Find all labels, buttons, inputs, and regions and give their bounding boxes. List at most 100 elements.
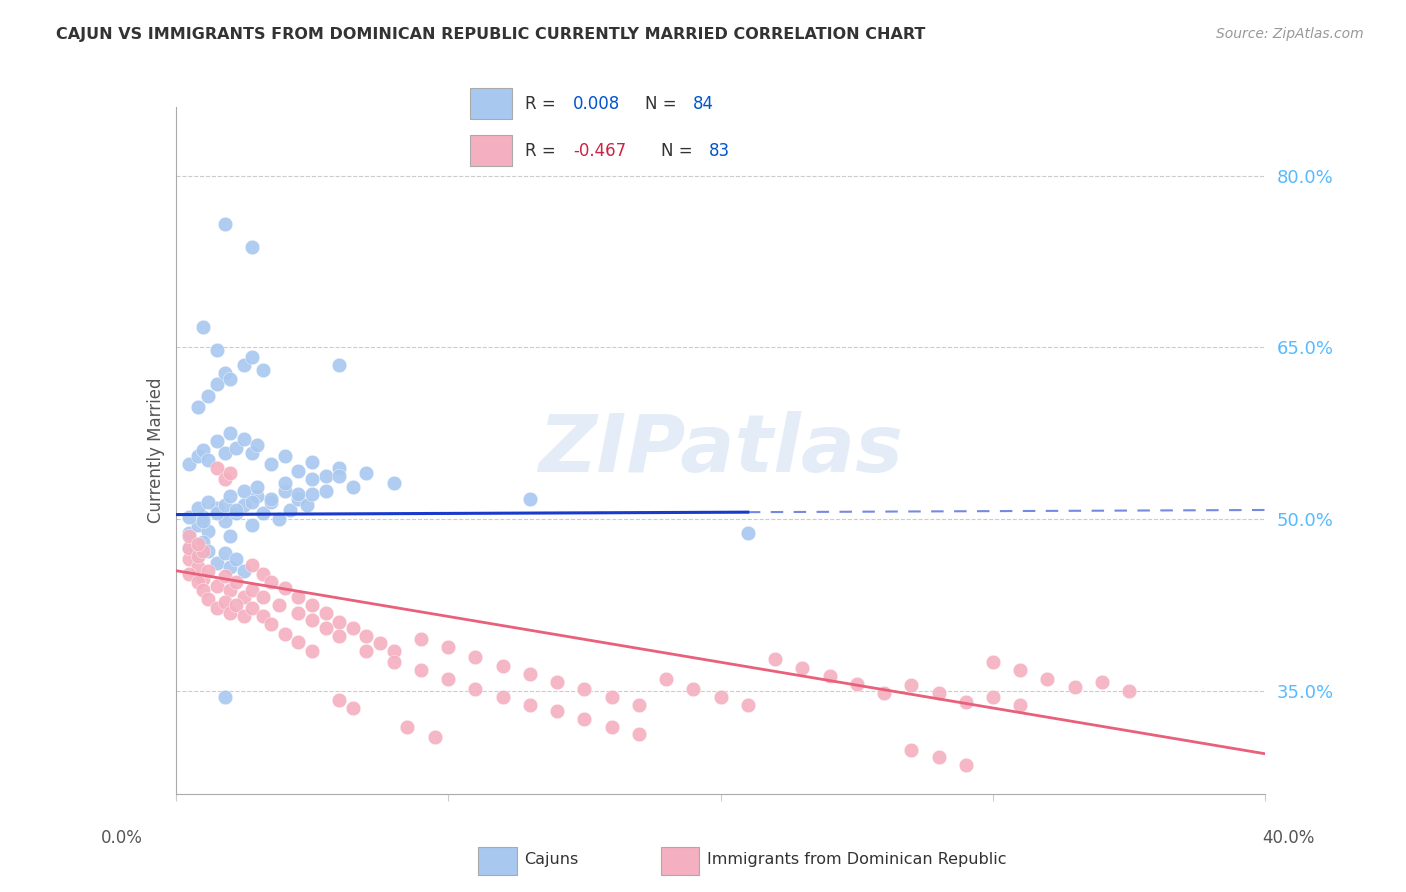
Point — [274, 581, 297, 595]
Point — [955, 758, 977, 772]
Point — [205, 578, 228, 592]
Point — [1036, 673, 1059, 687]
Point — [627, 698, 650, 712]
Point — [197, 544, 219, 558]
Point — [232, 358, 254, 372]
Point — [179, 529, 201, 543]
Point — [205, 601, 228, 615]
Point — [186, 537, 209, 551]
Point — [191, 509, 214, 524]
Point — [274, 449, 297, 463]
Point — [328, 629, 350, 643]
Point — [928, 750, 950, 764]
Point — [315, 621, 337, 635]
Point — [763, 652, 786, 666]
Point — [179, 541, 201, 555]
Point — [356, 629, 378, 643]
Point — [225, 503, 247, 517]
Point — [179, 552, 201, 566]
Point — [240, 350, 263, 364]
Point — [240, 495, 263, 509]
Point — [214, 690, 236, 704]
Point — [792, 661, 814, 675]
Point — [252, 590, 274, 604]
Point — [179, 457, 201, 471]
Point — [205, 377, 228, 392]
Point — [179, 509, 201, 524]
Point — [301, 455, 323, 469]
Point — [287, 491, 309, 506]
Point — [205, 500, 228, 515]
Point — [252, 363, 274, 377]
Point — [519, 491, 541, 506]
Point — [214, 546, 236, 561]
Point — [186, 560, 209, 574]
Point — [232, 432, 254, 446]
FancyBboxPatch shape — [478, 847, 517, 875]
Point — [368, 636, 391, 650]
Point — [225, 575, 247, 590]
Point — [179, 567, 201, 582]
Y-axis label: Currently Married: Currently Married — [146, 377, 165, 524]
Text: ZIPatlas: ZIPatlas — [538, 411, 903, 490]
Point — [437, 673, 460, 687]
Point — [278, 503, 301, 517]
Point — [260, 575, 283, 590]
Point — [546, 674, 568, 689]
Point — [900, 678, 922, 692]
Point — [260, 491, 283, 506]
Point — [214, 446, 236, 460]
Point — [737, 698, 759, 712]
Point — [274, 626, 297, 640]
Point — [1010, 698, 1032, 712]
Point — [186, 449, 209, 463]
Point — [981, 655, 1004, 669]
Point — [274, 475, 297, 490]
Text: CAJUN VS IMMIGRANTS FROM DOMINICAN REPUBLIC CURRENTLY MARRIED CORRELATION CHART: CAJUN VS IMMIGRANTS FROM DOMINICAN REPUB… — [56, 27, 925, 42]
Text: 0.0%: 0.0% — [101, 829, 143, 847]
Text: 0.008: 0.008 — [574, 95, 620, 112]
Point — [423, 730, 446, 744]
Point — [191, 319, 214, 334]
Point — [191, 515, 214, 529]
Point — [232, 564, 254, 578]
Point — [546, 705, 568, 719]
Point — [1091, 674, 1114, 689]
Point — [191, 544, 214, 558]
Point — [682, 681, 704, 696]
Point — [219, 583, 242, 598]
Text: 83: 83 — [709, 142, 730, 160]
Point — [219, 372, 242, 386]
Point — [955, 695, 977, 709]
Text: R =: R = — [524, 142, 555, 160]
Point — [240, 446, 263, 460]
Point — [252, 609, 274, 624]
Point — [382, 655, 405, 669]
Point — [214, 515, 236, 529]
Point — [409, 663, 432, 677]
Point — [287, 634, 309, 648]
Point — [574, 713, 596, 727]
Point — [205, 434, 228, 449]
Text: N =: N = — [644, 95, 676, 112]
Point — [260, 495, 283, 509]
Point — [519, 698, 541, 712]
Point — [240, 240, 263, 254]
Point — [186, 500, 209, 515]
Text: 40.0%: 40.0% — [1263, 829, 1315, 847]
Point — [197, 495, 219, 509]
Point — [342, 701, 364, 715]
Point — [186, 549, 209, 563]
Point — [232, 609, 254, 624]
Point — [437, 640, 460, 655]
Point — [197, 564, 219, 578]
Point — [214, 472, 236, 486]
Point — [1010, 663, 1032, 677]
Point — [301, 472, 323, 486]
Point — [232, 483, 254, 498]
Text: Cajuns: Cajuns — [524, 853, 578, 867]
Point — [328, 358, 350, 372]
Point — [179, 525, 201, 540]
Point — [396, 721, 419, 735]
Point — [873, 686, 896, 700]
